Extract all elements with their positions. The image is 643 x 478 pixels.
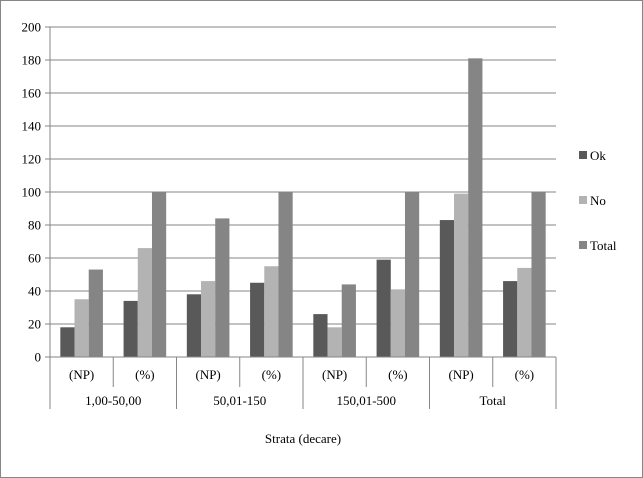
legend-label-total: Total [590, 238, 617, 253]
bar-no [264, 266, 279, 357]
bar-ok [186, 294, 202, 357]
legend-label-no: No [590, 193, 606, 208]
y-tick-label: 120 [22, 152, 42, 167]
bar-no [137, 248, 152, 357]
x-category-label: (NP) [195, 367, 220, 382]
bar-no [390, 289, 405, 357]
y-tick-labels: 0 20 40 60 80 100 120 140 160 180 200 [22, 20, 42, 365]
x-category-label: (%) [388, 367, 408, 382]
bar-ok [313, 314, 328, 357]
x-category-label: (NP) [69, 367, 94, 382]
legend-swatch-ok [579, 151, 587, 159]
legend-label-ok: Ok [590, 148, 606, 163]
legend: Ok No Total [579, 148, 617, 253]
bar-total [151, 192, 167, 357]
bar-ok [376, 259, 391, 357]
axes [45, 26, 557, 409]
bar-total [215, 218, 230, 357]
bar-total [531, 192, 546, 357]
bar-ok [123, 300, 138, 357]
x-category-labels: (NP) (%) (NP) (%) (NP) (%) (NP) (%) [69, 367, 534, 382]
y-tick-label: 0 [35, 350, 42, 365]
x-group-label: 150,01-500 [336, 393, 396, 408]
x-category-label: (%) [262, 367, 282, 382]
y-tick-label: 40 [28, 284, 41, 299]
y-tick-label: 140 [22, 119, 42, 134]
y-tick-label: 80 [28, 218, 41, 233]
legend-swatch-total [579, 241, 587, 249]
y-tick-label: 60 [28, 251, 41, 266]
bar-no [517, 267, 532, 357]
bar-ok [250, 282, 265, 357]
bar-no [74, 299, 89, 357]
x-axis-title: Strata (decare) [265, 431, 341, 446]
y-tick-label: 180 [22, 53, 42, 68]
y-tick-label: 200 [22, 20, 42, 35]
x-group-label: 1,00-50,00 [85, 393, 141, 408]
bar-total [88, 269, 103, 357]
bar-no [201, 281, 216, 357]
bar-total [278, 192, 293, 357]
bar-total [404, 192, 420, 357]
y-tick-label: 160 [22, 86, 42, 101]
bar-no [454, 193, 469, 357]
bars [60, 58, 546, 357]
x-group-labels: 1,00-50,00 50,01-150 150,01-500 Total [85, 393, 506, 408]
bar-ok [60, 327, 75, 357]
y-tick-label: 20 [28, 317, 41, 332]
bar-total [341, 284, 356, 357]
x-category-label: (%) [135, 367, 155, 382]
y-tick-label: 100 [22, 185, 42, 200]
bar-ok [439, 220, 455, 357]
bar-ok [503, 281, 518, 357]
legend-swatch-no [579, 196, 587, 204]
x-group-label: 50,01-150 [213, 393, 266, 408]
bar-total [468, 58, 483, 357]
x-category-label: (%) [515, 367, 535, 382]
bar-no [327, 327, 342, 357]
x-category-label: (NP) [448, 367, 473, 382]
x-group-label: Total [479, 393, 506, 408]
x-category-label: (NP) [322, 367, 347, 382]
